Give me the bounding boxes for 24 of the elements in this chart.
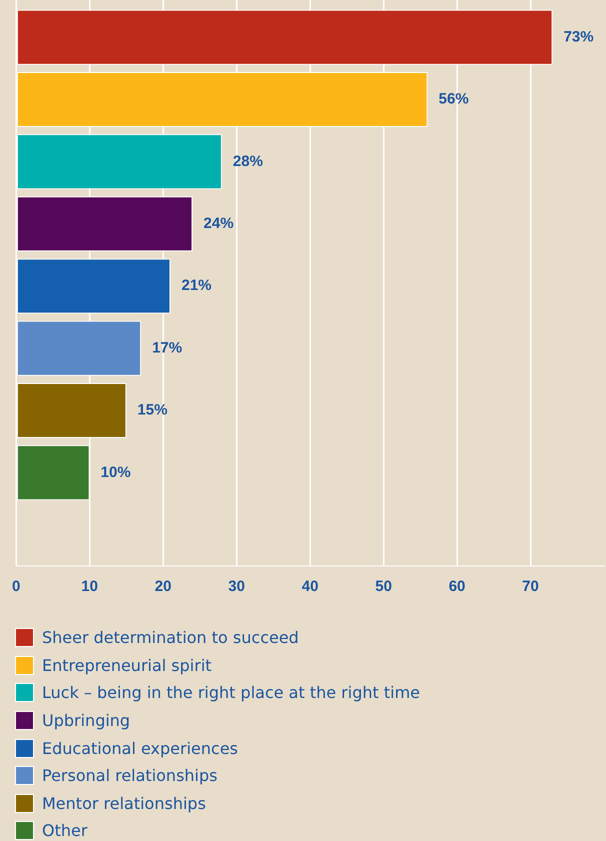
legend-label: Luck – being in the right place at the right time <box>42 683 420 702</box>
legend-label: Mentor relationships <box>42 794 206 813</box>
x-tick-label: 30 <box>228 578 245 596</box>
legend-label: Other <box>42 821 88 840</box>
x-tick-label: 10 <box>81 578 98 596</box>
legend-label: Entrepreneurial spirit <box>42 656 212 675</box>
data-label: 21% <box>181 277 212 294</box>
legend-label: Sheer determination to succeed <box>42 628 299 648</box>
x-tick-label: 70 <box>522 578 539 596</box>
legend-label: Personal relationships <box>42 766 218 786</box>
data-label: 56% <box>438 90 469 108</box>
data-label: 28% <box>232 152 263 170</box>
data-label: 17% <box>152 339 182 356</box>
legend-label: Upbringing <box>42 711 130 730</box>
x-tick-label: 0 <box>12 578 20 596</box>
data-label: 10% <box>100 464 131 481</box>
legend-label: Educational experiences <box>42 738 238 758</box>
x-tick-label: 60 <box>448 578 466 596</box>
x-tick-label: 40 <box>302 578 318 596</box>
x-tick-label: 50 <box>375 578 392 596</box>
data-label: 73% <box>564 28 594 46</box>
x-tick-label: 20 <box>154 578 172 596</box>
data-label: 15% <box>137 402 168 419</box>
data-label: 24% <box>204 215 234 232</box>
